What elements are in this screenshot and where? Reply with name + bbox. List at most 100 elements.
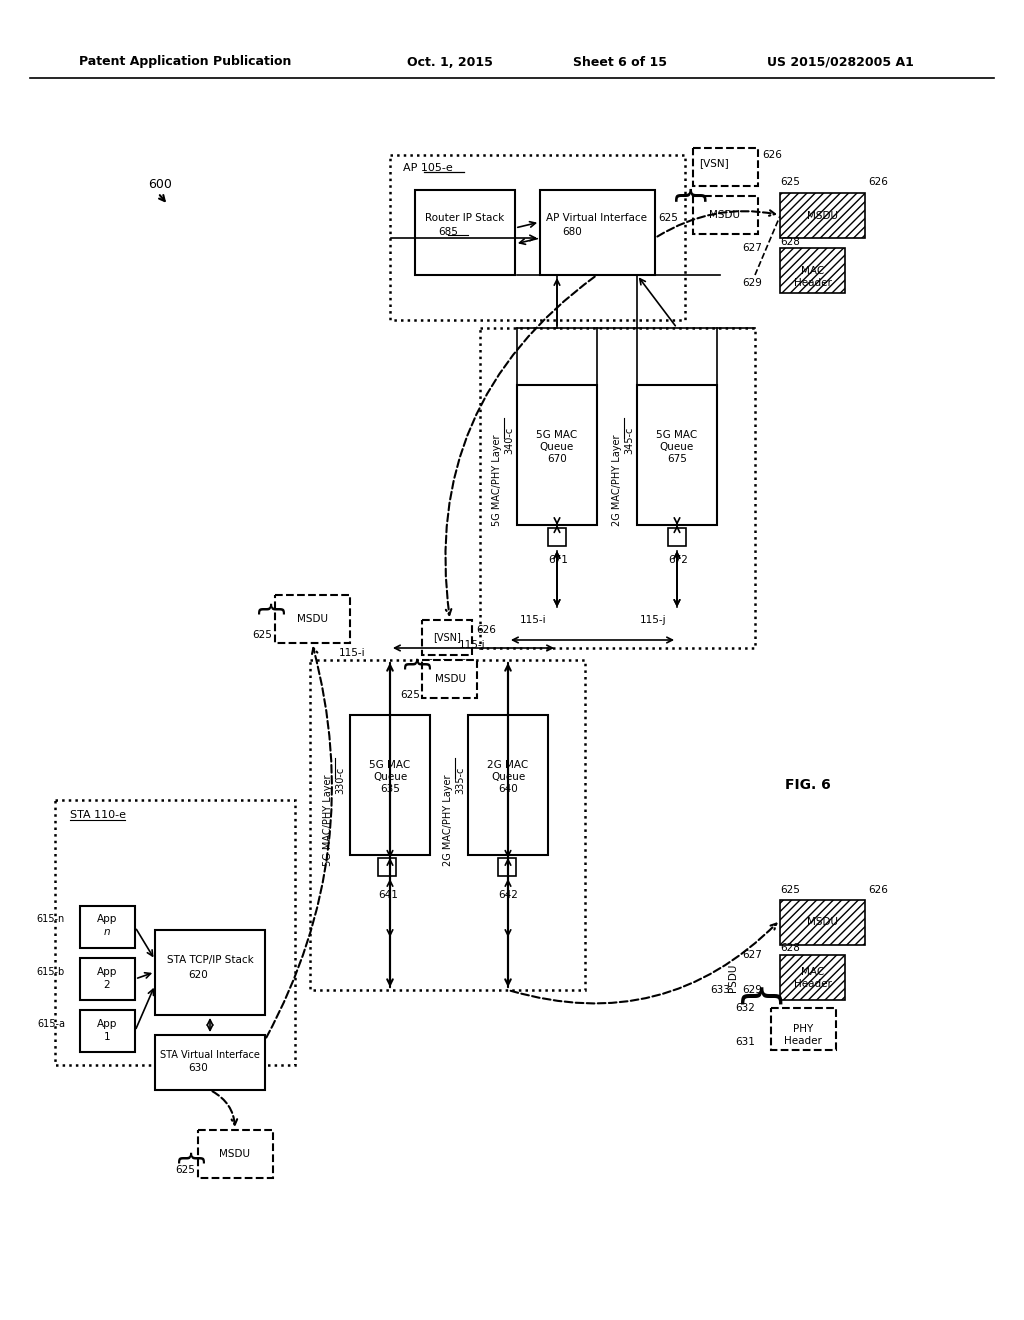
Text: Queue: Queue [659,442,694,451]
Text: Router IP Stack: Router IP Stack [425,213,505,223]
Text: 115-i: 115-i [520,615,547,624]
Text: }: } [672,180,705,201]
Text: 633: 633 [710,985,730,995]
Text: 626: 626 [868,884,888,895]
Text: 626: 626 [476,624,496,635]
Text: 641: 641 [378,890,398,900]
Bar [198,1130,273,1177]
Text: 626: 626 [868,177,888,187]
Bar [415,190,515,275]
Text: 1: 1 [103,1032,111,1041]
Bar [275,595,350,643]
Text: MSDU: MSDU [710,210,740,220]
Bar [390,154,685,319]
Text: 632: 632 [735,1003,755,1012]
Text: MSDU: MSDU [298,614,329,624]
Text: }: } [176,1146,204,1163]
Text: Sheet 6 of 15: Sheet 6 of 15 [573,55,667,69]
Text: STA Virtual Interface: STA Virtual Interface [160,1049,260,1060]
Bar [468,715,548,855]
Bar [422,660,477,698]
Text: Queue: Queue [373,772,408,781]
Bar [548,528,566,546]
Text: App: App [97,1019,117,1030]
Text: 680: 680 [562,227,582,238]
Bar [771,1008,836,1049]
Text: 629: 629 [742,279,762,288]
Text: Header: Header [794,279,831,288]
Bar [55,800,295,1065]
Text: 625: 625 [252,630,272,640]
Bar [378,858,396,876]
Text: 615-b: 615-b [37,968,65,977]
Text: 629: 629 [742,985,762,995]
Text: Header: Header [794,979,831,989]
Bar [693,148,758,186]
Text: MAC: MAC [802,968,824,977]
Text: }: } [402,651,430,669]
Bar [350,715,430,855]
Text: 5G MAC: 5G MAC [656,430,697,440]
Text: 615-n: 615-n [37,913,65,924]
Text: STA TCP/IP Stack: STA TCP/IP Stack [167,954,253,965]
Text: 615-a: 615-a [37,1019,65,1030]
Text: 2: 2 [103,979,111,990]
Text: 627: 627 [742,243,762,253]
Text: 672: 672 [668,554,688,565]
Text: 628: 628 [780,942,800,953]
Text: US 2015/0282005 A1: US 2015/0282005 A1 [767,55,913,69]
Text: n: n [103,927,111,937]
Text: App: App [97,968,117,977]
Bar [480,327,755,648]
Text: 2G MAC/PHY Layer: 2G MAC/PHY Layer [443,775,453,866]
Text: 5G MAC: 5G MAC [370,760,411,770]
Text: 675: 675 [667,454,687,465]
Bar [780,193,865,238]
Text: 685: 685 [438,227,458,238]
Text: 620: 620 [188,970,208,979]
Text: }: } [736,975,779,1005]
Text: Patent Application Publication: Patent Application Publication [79,55,291,69]
Text: PHY: PHY [793,1024,813,1034]
Text: 630: 630 [188,1063,208,1073]
Text: 600: 600 [148,178,172,191]
Text: 625: 625 [175,1166,195,1175]
Text: MSDU: MSDU [219,1148,251,1159]
Text: 115-j: 115-j [640,615,667,624]
Text: 115-j: 115-j [459,640,485,649]
Text: AP 105-e: AP 105-e [403,162,453,173]
Text: 625: 625 [780,177,800,187]
Text: }: } [256,597,284,614]
Bar [498,858,516,876]
Bar [540,190,655,275]
Bar [80,1010,135,1052]
Text: 670: 670 [547,454,567,465]
Text: 635: 635 [380,784,400,795]
Bar [668,528,686,546]
Text: Header: Header [784,1036,822,1045]
Text: Queue: Queue [540,442,574,451]
Bar [310,660,585,990]
Text: 631: 631 [735,1038,755,1047]
Text: 330-c: 330-c [335,767,345,793]
Text: 345-c: 345-c [624,426,634,454]
Text: STA 110-e: STA 110-e [70,810,126,820]
Text: PSDU: PSDU [728,964,738,993]
Bar [80,958,135,1001]
Bar [80,906,135,948]
Text: 625: 625 [400,690,420,700]
Text: MSDU: MSDU [808,211,839,220]
Bar [155,931,265,1015]
Text: 2G MAC: 2G MAC [487,760,528,770]
Text: MSDU: MSDU [434,675,466,684]
Text: 625: 625 [780,884,800,895]
Text: 5G MAC: 5G MAC [537,430,578,440]
Bar [780,900,865,945]
Bar [780,248,845,293]
Bar [155,1035,265,1090]
Text: 625: 625 [658,213,678,223]
Bar [517,385,597,525]
Text: MSDU: MSDU [808,917,839,927]
Text: [VSN]: [VSN] [433,632,461,642]
Text: 2G MAC/PHY Layer: 2G MAC/PHY Layer [612,434,622,525]
